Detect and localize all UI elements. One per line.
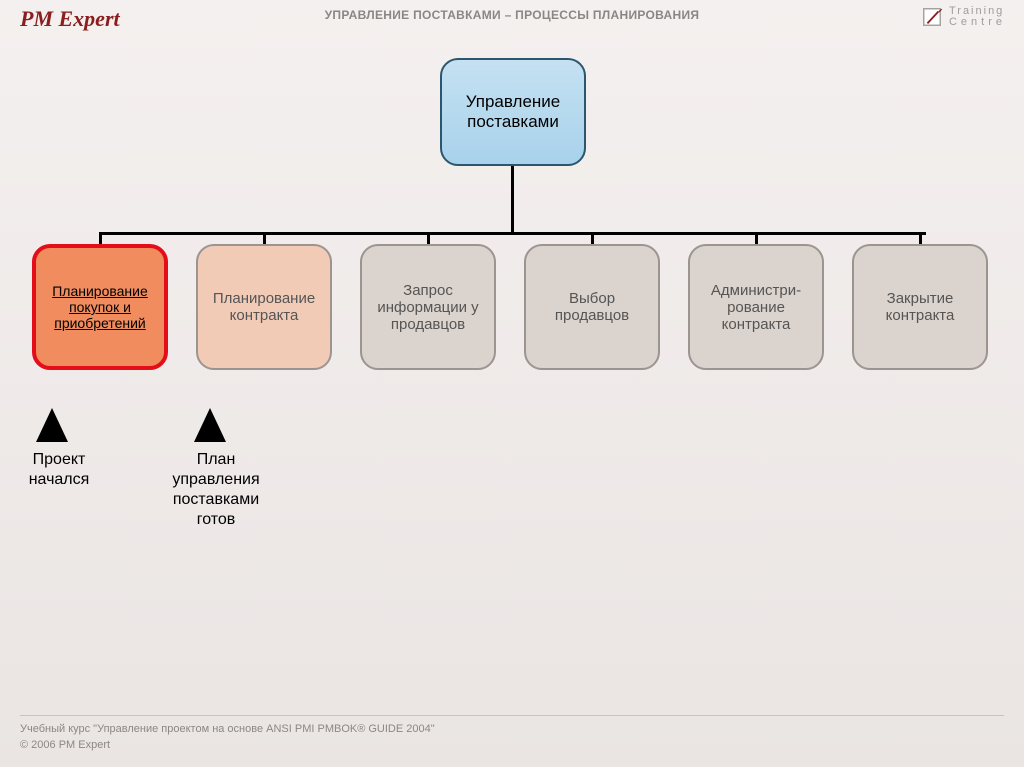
connector-drop <box>591 232 594 244</box>
footer-copyright: © 2006 PM Expert <box>20 738 1004 753</box>
footer-course: Учебный курс "Управление проектом на осн… <box>20 722 1004 737</box>
diagram-canvas: Управление поставками Планирование покупо… <box>0 0 1024 767</box>
connector-drop <box>99 232 102 244</box>
milestone-triangle-icon <box>194 408 226 442</box>
milestone-label: Проект начался <box>14 450 104 490</box>
milestone-label: План управления поставками готов <box>160 450 272 530</box>
connector-bus <box>99 232 926 235</box>
process-node: Администри­рование контракта <box>688 244 824 370</box>
connector-drop <box>919 232 922 244</box>
root-node: Управление поставками <box>440 58 586 166</box>
connector-trunk <box>511 166 514 232</box>
milestone-triangle-icon <box>36 408 68 442</box>
connector-drop <box>427 232 430 244</box>
process-node: Закрытие контракта <box>852 244 988 370</box>
process-node: Планирование контракта <box>196 244 332 370</box>
process-node: Выбор продавцов <box>524 244 660 370</box>
process-node-active: Планирование покупок и приобретений <box>32 244 168 370</box>
footer: Учебный курс "Управление проектом на осн… <box>20 715 1004 753</box>
connector-drop <box>755 232 758 244</box>
process-node: Запрос информации у продавцов <box>360 244 496 370</box>
connector-drop <box>263 232 266 244</box>
